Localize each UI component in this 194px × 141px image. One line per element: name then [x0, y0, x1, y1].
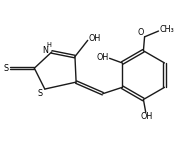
Text: OH: OH [141, 112, 153, 121]
Text: CH₃: CH₃ [160, 25, 175, 34]
Text: H: H [47, 41, 51, 48]
Text: S: S [37, 89, 42, 98]
Text: S: S [3, 64, 8, 73]
Text: N: N [42, 46, 48, 55]
Text: OH: OH [97, 53, 109, 62]
Text: O: O [137, 28, 144, 37]
Text: OH: OH [88, 34, 100, 43]
